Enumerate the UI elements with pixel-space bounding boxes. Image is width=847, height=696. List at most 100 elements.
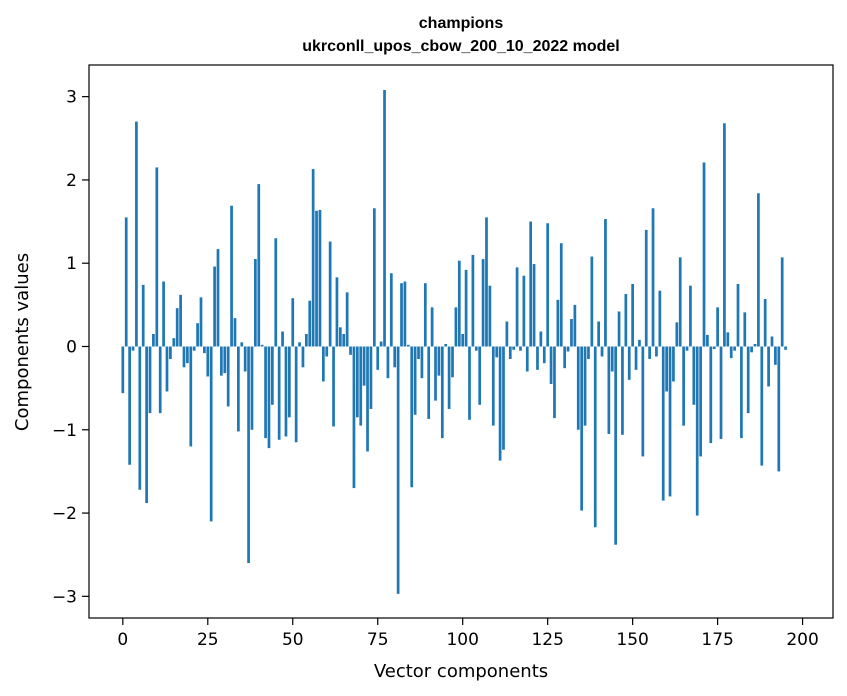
bar — [689, 285, 692, 347]
bar — [226, 346, 230, 407]
bar — [131, 346, 135, 351]
bar — [488, 285, 492, 347]
bar — [780, 257, 784, 347]
y-axis-label: Components values — [12, 253, 33, 431]
bar — [719, 346, 723, 439]
bar — [172, 338, 176, 347]
bar — [750, 346, 753, 353]
bar — [345, 292, 349, 347]
bar — [559, 243, 563, 347]
bar — [617, 311, 621, 347]
bar — [695, 346, 699, 516]
x-tick-label: 200 — [786, 630, 818, 650]
bar — [580, 346, 584, 511]
bar — [570, 319, 573, 347]
bar — [271, 346, 274, 405]
bar — [726, 332, 730, 347]
x-tick-label: 175 — [701, 630, 733, 650]
bar — [614, 346, 618, 545]
bar — [471, 254, 475, 347]
bar — [668, 346, 672, 497]
bar — [658, 290, 662, 347]
bar — [648, 346, 651, 359]
bar — [400, 283, 403, 347]
bar — [536, 346, 539, 370]
bar — [777, 346, 781, 472]
bar — [145, 346, 148, 504]
bar — [491, 346, 495, 426]
bar — [332, 346, 335, 427]
bar — [515, 267, 519, 347]
bar — [740, 346, 743, 439]
bar — [682, 346, 685, 426]
x-axis: 0 25 50 75 100 125 150 175 200 — [117, 618, 819, 650]
bar — [621, 346, 624, 435]
bar — [257, 184, 261, 347]
bar — [481, 259, 485, 347]
bar — [556, 299, 560, 347]
bar — [254, 259, 257, 347]
bar — [342, 334, 346, 347]
bar — [427, 346, 431, 419]
bar — [304, 334, 308, 347]
bar — [563, 346, 567, 369]
x-tick-label: 150 — [616, 630, 648, 650]
bar — [209, 346, 213, 522]
bar — [203, 346, 206, 354]
bar — [169, 346, 172, 359]
bar — [512, 346, 516, 350]
bar — [549, 346, 553, 384]
bar — [417, 346, 420, 359]
y-tick-label: 1 — [66, 254, 77, 274]
bar — [240, 342, 244, 347]
bar — [763, 299, 767, 347]
bar — [583, 346, 587, 426]
bar — [277, 346, 281, 440]
bar — [508, 346, 512, 359]
bar — [410, 346, 414, 488]
bar — [553, 346, 556, 419]
bar — [430, 307, 434, 347]
bar — [192, 346, 196, 351]
bar — [274, 238, 278, 347]
bar — [362, 346, 366, 386]
bar — [121, 346, 125, 394]
bar — [393, 346, 397, 368]
bar — [767, 346, 770, 387]
bar — [124, 217, 128, 347]
bar — [532, 264, 536, 347]
bar — [464, 269, 468, 347]
x-tick-label: 100 — [446, 630, 478, 650]
bar — [182, 346, 186, 368]
x-tick-label: 25 — [197, 630, 219, 650]
bar — [576, 346, 580, 430]
bar — [196, 323, 199, 347]
bar — [631, 284, 634, 347]
bar — [220, 346, 223, 376]
bar — [474, 346, 478, 351]
bar — [413, 346, 417, 415]
bar — [644, 229, 648, 347]
y-tick-label: −1 — [52, 421, 77, 441]
bar — [757, 193, 760, 347]
bar — [267, 346, 271, 449]
bar — [152, 334, 155, 347]
bar — [539, 331, 543, 347]
bar — [638, 339, 641, 347]
bar — [288, 346, 291, 418]
bar — [723, 123, 726, 347]
bar — [505, 321, 509, 347]
bar — [665, 346, 668, 392]
bar — [396, 346, 400, 594]
bar — [593, 346, 597, 528]
bar — [495, 346, 499, 358]
bar — [760, 346, 764, 466]
bar — [294, 346, 298, 443]
bar — [502, 346, 505, 450]
bar — [498, 346, 502, 461]
bar — [335, 277, 339, 347]
x-axis-label: Vector components — [374, 661, 548, 682]
bar — [440, 346, 444, 439]
bar — [298, 342, 301, 347]
bar — [444, 344, 448, 347]
